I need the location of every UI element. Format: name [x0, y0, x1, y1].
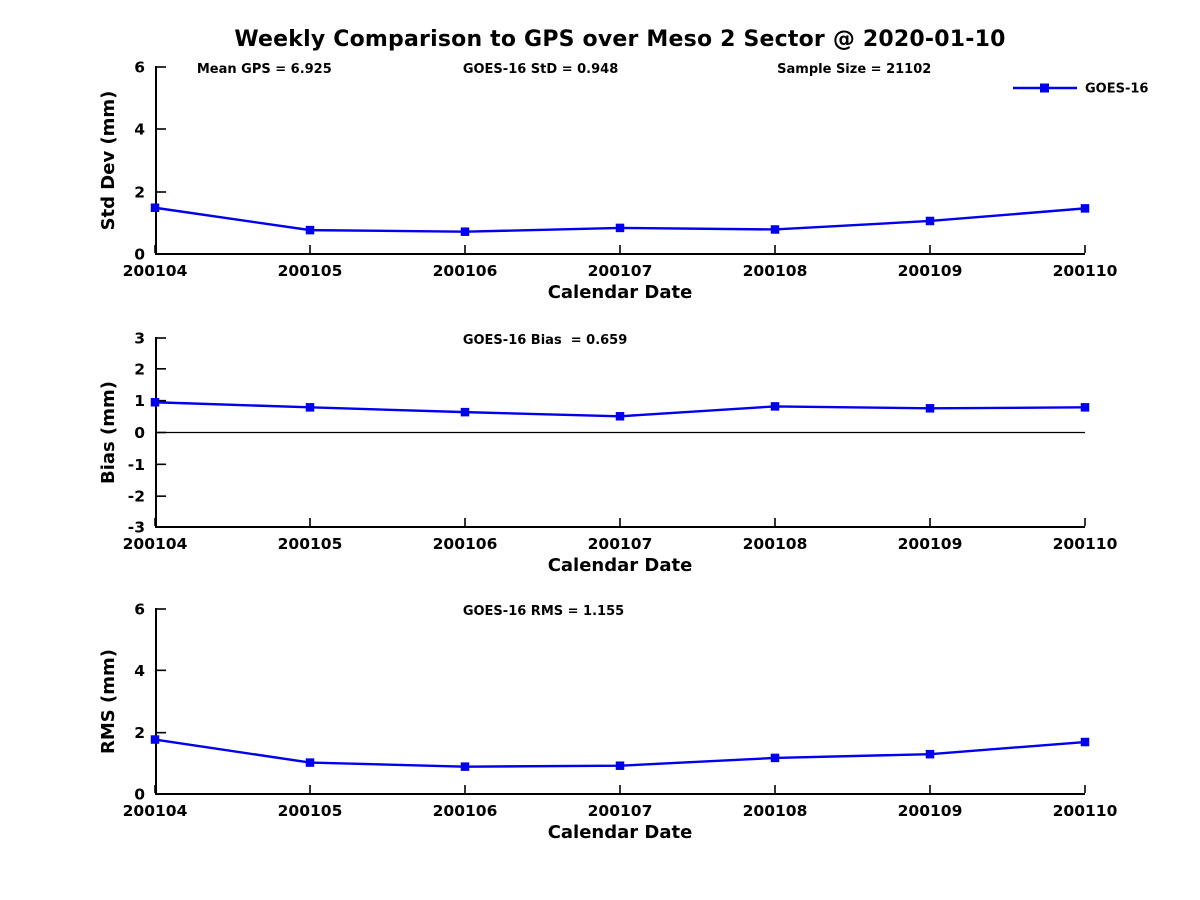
- y-tick-label: 2: [134, 183, 145, 201]
- x-axis-label: Calendar Date: [548, 822, 693, 843]
- y-tick-label: 0: [134, 424, 145, 442]
- x-tick-label: 200109: [898, 262, 963, 280]
- data-point-marker: [305, 225, 315, 235]
- data-point-marker: [305, 403, 315, 412]
- subplot-rms: 0 2 4 6 200104 200105 200106 200107 200108 200109…: [98, 600, 1118, 843]
- data-point-marker: [150, 203, 160, 212]
- x-tick-label: 200106: [433, 802, 498, 820]
- annotation: GOES-16 Bias = 0.659: [463, 333, 627, 348]
- y-tick-label: 1: [134, 392, 145, 410]
- x-tick-label: 200105: [278, 802, 343, 820]
- data-point-marker: [150, 398, 160, 407]
- data-point-marker: [770, 402, 780, 411]
- x-tick-label: 200104: [123, 262, 188, 280]
- x-tick-label: 200107: [588, 262, 653, 280]
- y-tick-label: 3: [134, 329, 145, 347]
- data-point-marker: [305, 758, 315, 767]
- x-tick-label: 200110: [1053, 262, 1118, 280]
- y-tick-label: 6: [134, 58, 145, 76]
- x-tick-label: 200104: [123, 535, 188, 553]
- data-point-marker: [460, 227, 470, 236]
- y-axis-label: Std Dev (mm): [98, 91, 119, 231]
- annotation: GOES-16 RMS = 1.155: [463, 604, 624, 619]
- y-tick-label: 4: [134, 662, 145, 680]
- data-point-marker: [1080, 403, 1090, 412]
- data-point-marker: [770, 225, 780, 234]
- data-point-marker: [925, 216, 935, 226]
- y-tick-label: 0: [134, 785, 145, 803]
- y-axis-label: RMS (mm): [98, 649, 119, 754]
- data-point-marker: [925, 749, 935, 759]
- x-tick-label: 200107: [588, 802, 653, 820]
- y-tick-label: -2: [128, 488, 145, 506]
- x-tick-label: 200107: [588, 535, 653, 553]
- data-point-marker: [615, 223, 625, 233]
- y-tick-label: -1: [128, 456, 145, 474]
- x-tick-label: 200108: [743, 802, 808, 820]
- data-point-marker: [615, 412, 625, 421]
- y-tick-label: -3: [128, 518, 145, 536]
- y-tick-label: 2: [134, 724, 145, 742]
- chart-title: Weekly Comparison to GPS over Meso 2 Sec…: [234, 27, 1006, 52]
- x-tick-label: 200109: [898, 535, 963, 553]
- x-axis-label: Calendar Date: [548, 555, 693, 576]
- subplot-bias: 3 2 1 0 -1 -2 -3 200104 200105 200106 200107 200108…: [98, 329, 1118, 576]
- x-tick-label: 200105: [278, 535, 343, 553]
- x-tick-label: 200110: [1053, 802, 1118, 820]
- data-point-marker: [770, 753, 780, 763]
- subplot-stddev: 0 2 4 6 200104 200105 200106 200107 200108 200109…: [98, 58, 1148, 303]
- stddev-plot-canvas: 0 2 4 6 200104 200105 200106 200107 200108 200109…: [98, 58, 1148, 303]
- x-tick-label: 200105: [278, 262, 343, 280]
- legend-label: GOES-16: [1085, 82, 1148, 97]
- x-tick-label: 200108: [743, 262, 808, 280]
- rms-plot-canvas: 0 2 4 6 200104 200105 200106 200107 200108 200109…: [98, 600, 1118, 843]
- y-tick-label: 2: [134, 360, 145, 378]
- x-tick-label: 200110: [1053, 535, 1118, 553]
- x-tick-label: 200106: [433, 262, 498, 280]
- data-point-marker: [615, 761, 625, 770]
- x-tick-label: 200106: [433, 535, 498, 553]
- data-point-marker: [150, 735, 160, 744]
- y-axis-label: Bias (mm): [98, 381, 119, 484]
- x-tick-label: 200108: [743, 535, 808, 553]
- annotation: GOES-16 StD = 0.948: [463, 62, 618, 77]
- data-point-marker: [1080, 204, 1090, 213]
- y-tick-label: 4: [134, 120, 145, 138]
- x-axis-label: Calendar Date: [548, 282, 693, 303]
- y-tick-label: 6: [134, 600, 145, 618]
- data-point-marker: [925, 404, 935, 413]
- x-tick-label: 200109: [898, 802, 963, 820]
- data-point-marker: [1080, 737, 1090, 747]
- legend-marker-sample: [1040, 83, 1049, 93]
- y-tick-label: 0: [134, 245, 145, 263]
- data-point-marker: [460, 407, 470, 417]
- annotation: Sample Size = 21102: [777, 62, 931, 77]
- data-point-marker: [460, 762, 470, 771]
- x-tick-label: 200104: [123, 802, 188, 820]
- annotation: Mean GPS = 6.925: [197, 62, 332, 77]
